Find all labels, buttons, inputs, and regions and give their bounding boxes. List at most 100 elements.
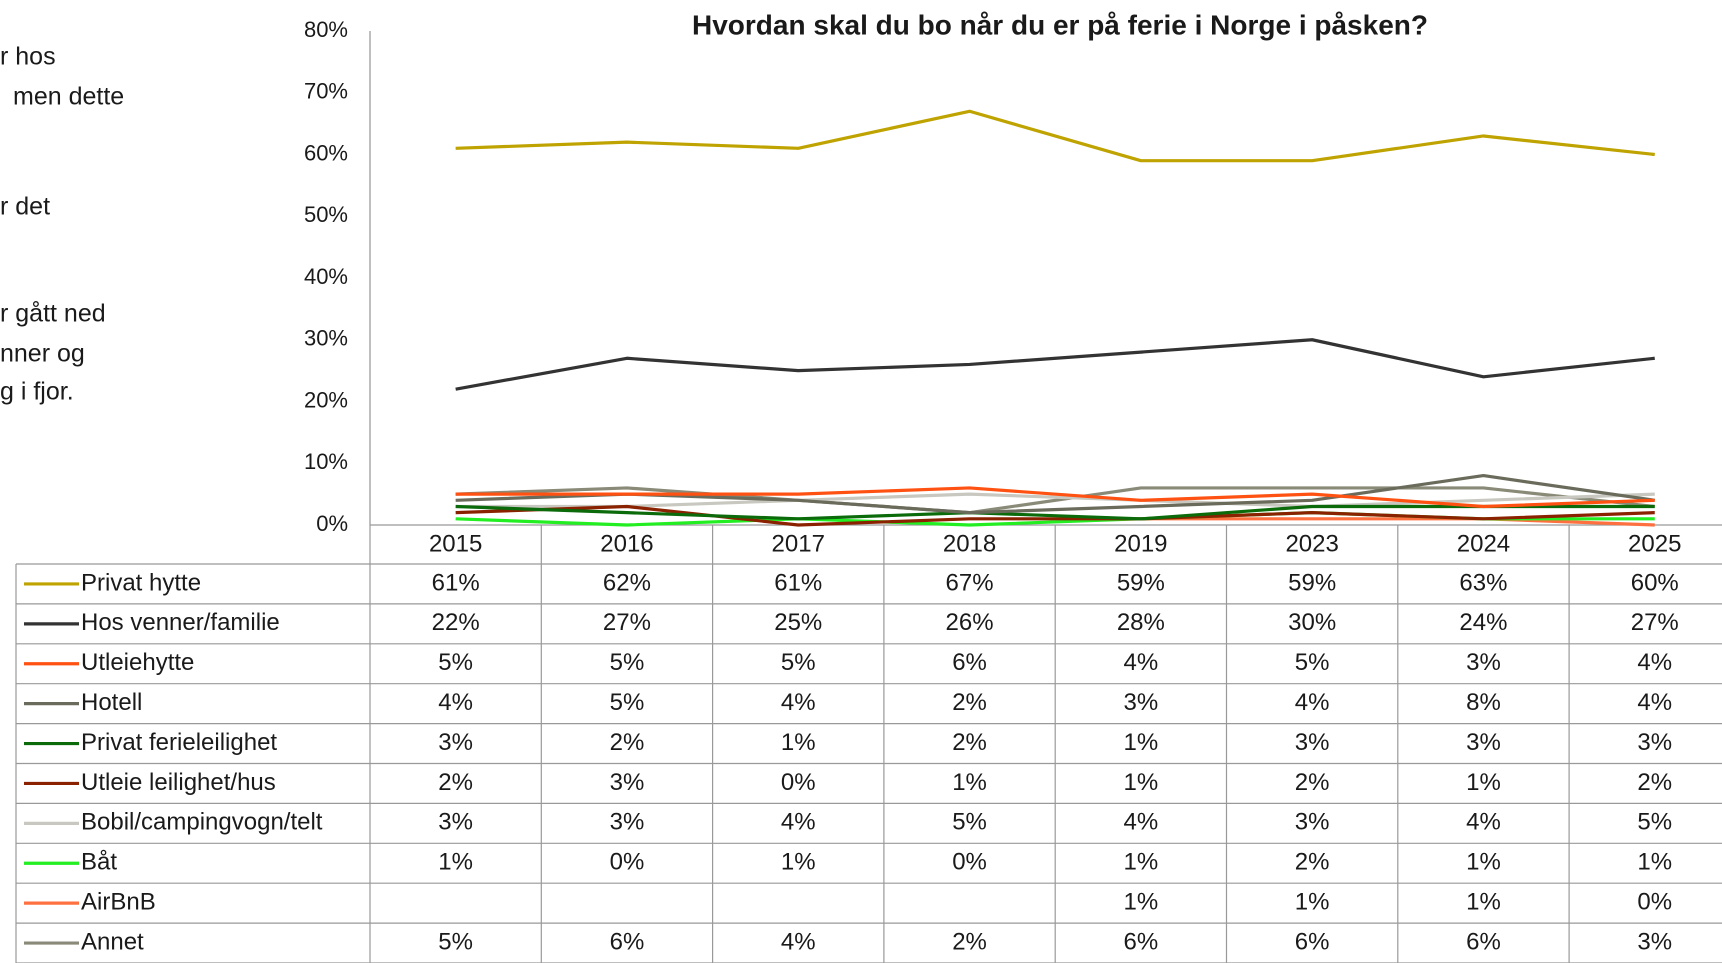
table-value: 2% [952, 928, 987, 955]
legend-label: Hotell [81, 689, 142, 716]
table-value: 67% [946, 569, 994, 596]
legend-label: Privat hytte [81, 569, 201, 596]
y-tick-label: 70% [304, 79, 348, 104]
table-value: 0% [1637, 888, 1672, 915]
x-tick-label: 2015 [429, 530, 482, 557]
table-value: 8% [1466, 689, 1501, 716]
table-value: 24% [1459, 609, 1507, 636]
table-value: 27% [1631, 609, 1679, 636]
table-value: 0% [610, 849, 645, 876]
table-value: 28% [1117, 609, 1165, 636]
legend-label: Utleiehytte [81, 649, 194, 676]
y-tick-label: 40% [304, 264, 348, 289]
table-value: 4% [781, 689, 816, 716]
side-text: r hos [0, 43, 56, 71]
y-tick-label: 0% [316, 511, 348, 536]
legend-label: Utleie leilighet/hus [81, 769, 276, 796]
table-value: 4% [1124, 809, 1159, 836]
x-tick-label: 2023 [1285, 530, 1338, 557]
table-value: 1% [1466, 849, 1501, 876]
table-value: 5% [781, 649, 816, 676]
series-line [455, 486, 1655, 509]
series-line [455, 504, 1655, 521]
table-value: 5% [610, 689, 645, 716]
table-value: 4% [1466, 809, 1501, 836]
table-value: 3% [1124, 689, 1159, 716]
series-line [455, 109, 1655, 163]
x-tick-label: 2024 [1457, 530, 1510, 557]
table-value: 4% [1637, 649, 1672, 676]
table-value: 6% [1295, 928, 1330, 955]
table-value: 30% [1288, 609, 1336, 636]
side-text: r gått ned [0, 300, 106, 328]
x-tick-label: 2016 [600, 530, 653, 557]
series-line [455, 504, 1655, 527]
table-value: 0% [781, 769, 816, 796]
table-value: 2% [610, 729, 645, 756]
legend-label: Hos venner/familie [81, 609, 280, 636]
table-value: 61% [774, 569, 822, 596]
x-tick-label: 2019 [1114, 530, 1167, 557]
table-value: 6% [1124, 928, 1159, 955]
x-tick-label: 2018 [943, 530, 996, 557]
table-value: 4% [1124, 649, 1159, 676]
y-tick-label: 80% [304, 17, 348, 42]
table-value: 1% [1466, 769, 1501, 796]
table-value: 3% [1637, 928, 1672, 955]
table-value: 1% [1295, 888, 1330, 915]
table-value: 3% [610, 769, 645, 796]
legend-label: Båt [81, 849, 117, 876]
y-tick-label: 30% [304, 326, 348, 351]
table-value: 3% [1466, 649, 1501, 676]
table-value: 5% [438, 649, 473, 676]
table-value: 1% [952, 769, 987, 796]
legend-label: Bobil/campingvogn/telt [81, 809, 323, 836]
table-value: 4% [1295, 689, 1330, 716]
table-value: 3% [610, 809, 645, 836]
table-value: 2% [952, 729, 987, 756]
table-value: 1% [781, 849, 816, 876]
legend-label: Privat ferieleilighet [81, 729, 277, 756]
table-value: 0% [952, 849, 987, 876]
table-value: 3% [1295, 729, 1330, 756]
legend-label: Annet [81, 928, 144, 955]
x-tick-label: 2017 [772, 530, 825, 557]
table-value: 4% [1637, 689, 1672, 716]
series-line [455, 492, 1655, 509]
table-value: 5% [610, 649, 645, 676]
table-value: 1% [1124, 849, 1159, 876]
table-value: 1% [1466, 888, 1501, 915]
table-value: 3% [1466, 729, 1501, 756]
table-value: 59% [1288, 569, 1336, 596]
side-text: g i fjor. [0, 378, 74, 406]
table-value: 3% [438, 729, 473, 756]
table-value: 27% [603, 609, 651, 636]
chart-title: Hvordan skal du bo når du er på ferie i … [692, 9, 1428, 40]
table-value: 6% [1466, 928, 1501, 955]
table-value: 3% [438, 809, 473, 836]
table-value: 62% [603, 569, 651, 596]
table-value: 2% [1637, 769, 1672, 796]
y-tick-label: 20% [304, 387, 348, 412]
table-value: 4% [781, 809, 816, 836]
table-value: 4% [438, 689, 473, 716]
table-value: 1% [1124, 769, 1159, 796]
table-value: 6% [610, 928, 645, 955]
table-value: 5% [1637, 809, 1672, 836]
table-value: 3% [1637, 729, 1672, 756]
series-line [1140, 517, 1655, 527]
table-value: 1% [1637, 849, 1672, 876]
table-value: 63% [1459, 569, 1507, 596]
y-tick-label: 50% [304, 202, 348, 227]
table-value: 1% [781, 729, 816, 756]
table-value: 3% [1295, 809, 1330, 836]
table-value: 2% [1295, 769, 1330, 796]
table-value: 59% [1117, 569, 1165, 596]
table-value: 5% [952, 809, 987, 836]
table-value: 2% [1295, 849, 1330, 876]
y-tick-label: 10% [304, 449, 348, 474]
table-value: 2% [438, 769, 473, 796]
series-line [455, 338, 1655, 391]
